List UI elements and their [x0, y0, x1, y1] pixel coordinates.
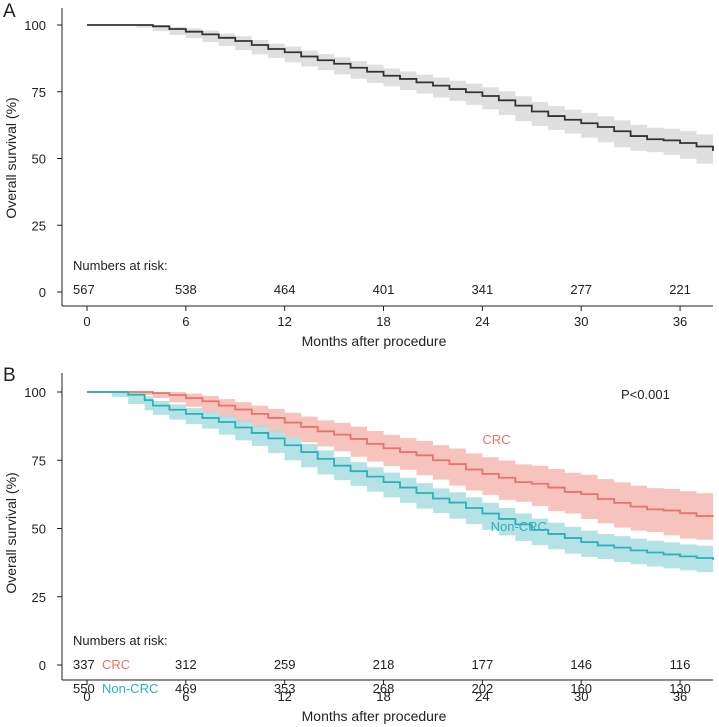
- panel-a-label: A: [3, 1, 16, 22]
- risk-value: 464: [274, 282, 296, 297]
- panel-b-x-axis-title: Months after procedure: [302, 708, 447, 724]
- p-value-annotation: P<0.001: [621, 387, 670, 402]
- risk-value: 353: [274, 681, 296, 696]
- risk-value: 277: [570, 282, 592, 297]
- panel-b-y-tick-label: 100: [24, 385, 46, 400]
- panel-a-y-tick-label: 100: [24, 18, 46, 33]
- survival-line-overall: [87, 24, 714, 152]
- ci-band-overall: [87, 25, 713, 164]
- panel-b-x-tick-label: 12: [277, 689, 291, 704]
- risk-value: 130: [669, 681, 691, 696]
- risk-value: 177: [472, 657, 494, 672]
- series-label-noncrc: Non-CRC: [491, 519, 547, 534]
- panel-b-label: B: [3, 365, 16, 386]
- panel-a-x-axis-title: Months after procedure: [302, 333, 447, 349]
- panel-a: A 0 25 50 75 100 0 6 12 18 24 30 36 Overall surviv…: [3, 1, 714, 349]
- risk-value: 337: [73, 657, 95, 672]
- risk-value: 567: [73, 282, 95, 297]
- panel-b-x-tick-label: 6: [182, 689, 189, 704]
- survival-line-noncrc: [87, 391, 714, 560]
- panel-b-x-tick-label: 18: [376, 689, 390, 704]
- panel-a-x-tick-label: 30: [574, 314, 588, 329]
- panel-a-y-tick-label: 50: [32, 152, 46, 167]
- risk-row-label-noncrc: Non-CRC: [102, 681, 158, 696]
- survival-line-crc: [87, 391, 714, 517]
- risk-value: 469: [175, 681, 197, 696]
- risk-value: 146: [570, 657, 592, 672]
- panel-a-x-tick-label: 36: [673, 314, 687, 329]
- panel-b-x-tick-label: 36: [673, 689, 687, 704]
- panel-b-x-tick-label: 30: [574, 689, 588, 704]
- risk-value: 312: [175, 657, 197, 672]
- risk-row-label-crc: CRC: [102, 657, 130, 672]
- panel-a-y-tick-label: 25: [32, 218, 46, 233]
- panel-b: B 0 25 50 75 100 0 6 12 18 24 30 36 Overall surviv…: [3, 365, 714, 724]
- panel-b-y-tick-label: 50: [32, 522, 46, 537]
- panel-a-y-axis-title: Overall survival (%): [3, 97, 19, 218]
- panel-a-x-tick-label: 24: [475, 314, 489, 329]
- risk-value: 401: [373, 282, 395, 297]
- panel-b-x-tick-label: 0: [83, 689, 90, 704]
- panel-a-x-tick-label: 12: [277, 314, 291, 329]
- panel-b-y-tick-label: 0: [39, 658, 46, 673]
- panel-a-x-tick-label: 0: [83, 314, 90, 329]
- risk-value: 538: [175, 282, 197, 297]
- risk-value: 160: [570, 681, 592, 696]
- risk-value: 550: [73, 681, 95, 696]
- risk-value: 221: [669, 282, 691, 297]
- panel-b-y-tick-label: 25: [32, 590, 46, 605]
- panel-a-y-tick-label: 75: [32, 85, 46, 100]
- series-label-crc: CRC: [482, 432, 510, 447]
- panel-a-x-tick-label: 18: [376, 314, 390, 329]
- risk-value: 341: [472, 282, 494, 297]
- risk-value: 259: [274, 657, 296, 672]
- panel-a-y-tick-label: 0: [39, 285, 46, 300]
- panel-b-risk-title: Numbers at risk:: [73, 633, 168, 648]
- panel-b-x-tick-label: 24: [475, 689, 489, 704]
- risk-value: 218: [373, 657, 395, 672]
- risk-value: 202: [472, 681, 494, 696]
- risk-value: 116: [670, 657, 691, 672]
- risk-value: 268: [373, 681, 395, 696]
- panel-b-y-tick-label: 75: [32, 453, 46, 468]
- panel-a-risk-title: Numbers at risk:: [73, 258, 168, 273]
- ci-band-crc: [87, 392, 713, 540]
- panel-a-x-tick-label: 6: [182, 314, 189, 329]
- panel-b-y-axis-title: Overall survival (%): [3, 472, 19, 593]
